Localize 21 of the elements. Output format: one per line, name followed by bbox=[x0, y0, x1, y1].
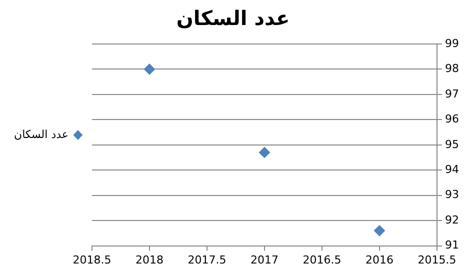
y-tick-label: 97 bbox=[445, 87, 460, 100]
x-tick-label: 2016 bbox=[365, 253, 394, 266]
x-tick-label: 2017.5 bbox=[188, 253, 226, 266]
y-tick-label: 98 bbox=[445, 62, 460, 76]
x-tick-label: 2018.5 bbox=[72, 253, 112, 266]
x-tick-label: 2015.5 bbox=[418, 253, 456, 266]
y-tick-label: 94 bbox=[445, 162, 460, 176]
y-tick-label: 95 bbox=[445, 138, 460, 151]
point bbox=[144, 64, 155, 75]
legend-label: عدد السكان bbox=[14, 128, 68, 141]
point bbox=[258, 146, 270, 158]
x-tick-label: 2018 bbox=[135, 253, 164, 266]
y-tick-label: 91 bbox=[445, 238, 460, 252]
x-tick-label: 2016.5 bbox=[302, 253, 342, 266]
point bbox=[374, 225, 385, 236]
y-tick-label: 96 bbox=[445, 112, 460, 126]
y-tick-label: 93 bbox=[445, 188, 460, 202]
x-tick-label: 2017 bbox=[250, 253, 278, 266]
y-tick-label: 99 bbox=[445, 36, 460, 50]
chart-title: عدد السكان bbox=[176, 6, 290, 30]
y-tick-label: 92 bbox=[445, 213, 460, 226]
